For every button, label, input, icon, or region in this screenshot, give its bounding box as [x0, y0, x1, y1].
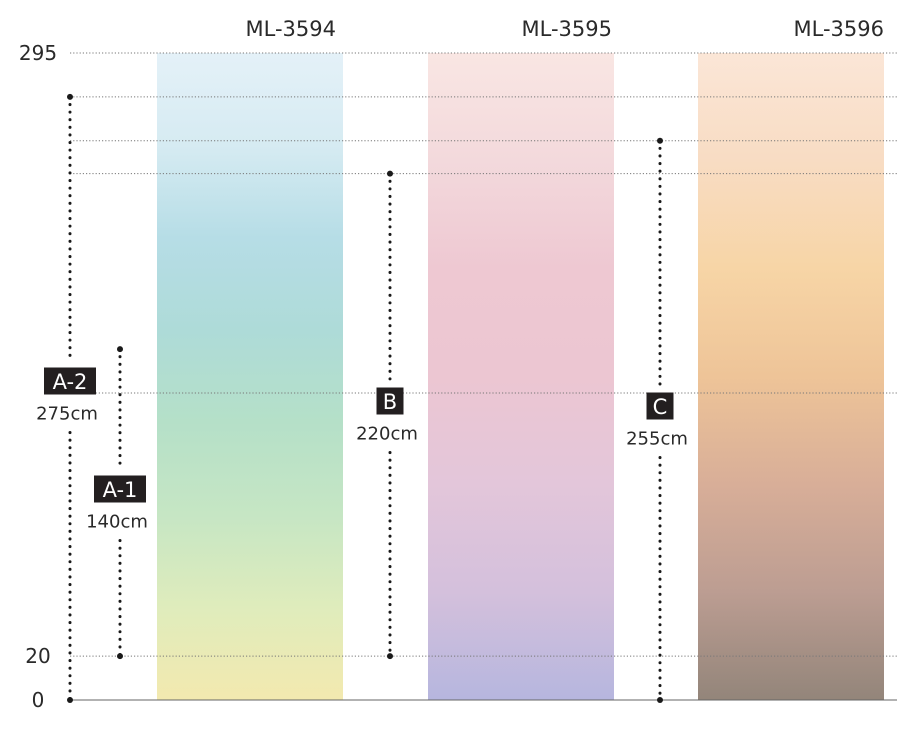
- axis-label: 295: [19, 41, 57, 65]
- dimension-end-dot: [67, 93, 73, 100]
- dimension-end-dot: [387, 653, 393, 660]
- dimension-tag-box: [376, 387, 404, 415]
- dimension-a-2: A-2 275cm: [36, 93, 98, 703]
- panel-title: ML-3596: [794, 17, 884, 41]
- axis-label: 0: [32, 688, 45, 712]
- vertical-axis: 295 20 0: [19, 41, 57, 712]
- axis-label: 20: [25, 644, 50, 668]
- gridlines: [70, 52, 897, 701]
- dimension-end-dot: [387, 170, 393, 177]
- panel-ml-3596: [698, 53, 884, 700]
- dimension-end-dot: [657, 137, 663, 144]
- panel-ml-3594: [157, 53, 343, 700]
- dimension-end-dot: [117, 653, 123, 660]
- panels: [157, 53, 884, 700]
- panel-title: ML-3594: [246, 17, 336, 41]
- dimension-tag-box: [44, 367, 96, 395]
- dimension-tag: C: [653, 395, 668, 419]
- panel-titles: ML-3594 ML-3595 ML-3596: [246, 17, 884, 41]
- dimension-size: 275cm: [36, 404, 98, 425]
- dimension-tag: B: [383, 390, 397, 414]
- dimension-size: 220cm: [356, 424, 418, 445]
- dimension-c: C 255cm: [626, 137, 688, 703]
- dimension-tag-box: [646, 392, 674, 420]
- dimension-tag-box: [94, 475, 146, 503]
- dimension-tag: A-2: [53, 370, 88, 394]
- dimension-size: 255cm: [626, 429, 688, 450]
- panel-ml-3595: [428, 53, 614, 700]
- dimension-markers: A-1 140cm A-2 275cm B 220cm C 255cm: [36, 93, 688, 703]
- dimension-end-dot: [117, 346, 123, 353]
- dimension-a-1: A-1 140cm: [86, 346, 148, 660]
- dimension-b: B 220cm: [356, 170, 418, 660]
- dimension-size: 140cm: [86, 512, 148, 533]
- panel-title: ML-3595: [522, 17, 612, 41]
- dimension-tag: A-1: [103, 478, 138, 502]
- dimension-end-dot: [67, 697, 73, 703]
- dimension-end-dot: [657, 697, 663, 703]
